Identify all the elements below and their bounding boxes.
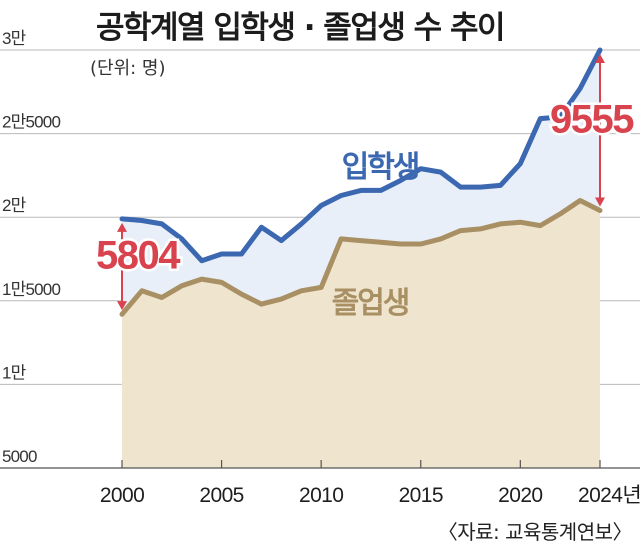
- y-tick-label: 1만5000: [2, 280, 60, 299]
- unit-note: (단위: 명): [90, 58, 166, 79]
- series-label-entrants: 입학생: [342, 150, 419, 185]
- gap-annotations: 5804 9555: [94, 54, 638, 311]
- source-note: 〈자료: 교육통계연보〉: [437, 520, 633, 544]
- x-tick-label: 2015: [399, 484, 443, 507]
- x-tick-label: 2000: [100, 484, 144, 507]
- series-line-entrants: [119, 47, 603, 264]
- gap-arrow-head: [117, 301, 127, 311]
- series-areas: [122, 50, 600, 468]
- y-tick-label: 2만: [2, 196, 27, 215]
- area-graduates: [122, 200, 600, 468]
- series-label-graduates: 졸업생: [332, 286, 409, 321]
- x-tick-label: 2020: [498, 484, 542, 507]
- y-tick-label: 2만5000: [2, 113, 60, 132]
- x-axis: 2000 2005 2010 2015 2020 2024년: [0, 460, 640, 507]
- y-tick-label: 3만: [2, 29, 27, 48]
- gap-arrow-head: [595, 54, 605, 63]
- gap-value-label: 5804: [96, 234, 181, 278]
- x-tick-label: 2005: [199, 484, 243, 507]
- chart-title: 공학계열 입학생 · 졸업생 수 추이: [96, 10, 506, 46]
- gap-value-label: 9555: [550, 97, 634, 141]
- gap-arrow-head: [117, 222, 127, 232]
- y-tick-label: 5000: [2, 447, 37, 466]
- y-tick-label: 1만: [2, 363, 27, 382]
- series-lines: [119, 47, 603, 317]
- series-line-graduates: [119, 198, 603, 317]
- gap-arrow-head: [595, 197, 605, 207]
- x-tick-label: 2010: [299, 484, 343, 507]
- x-tick-label: 2024년: [578, 484, 640, 507]
